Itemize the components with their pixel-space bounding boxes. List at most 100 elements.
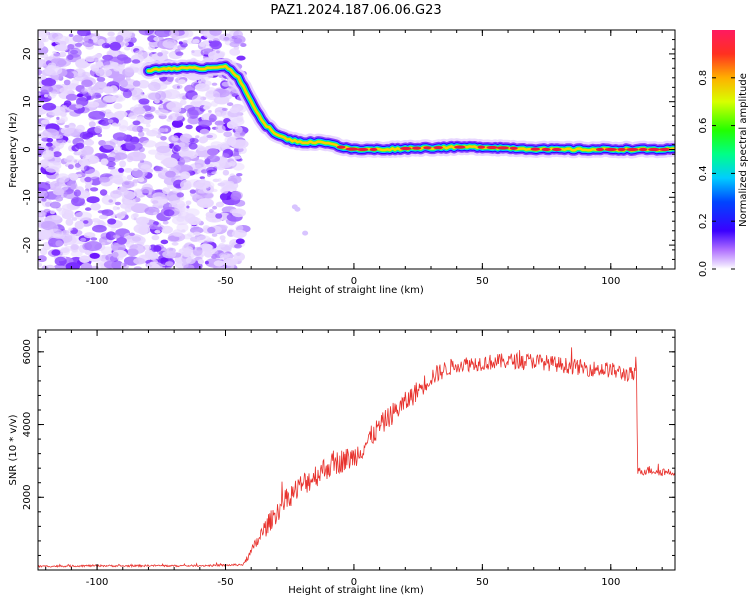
noise-blob bbox=[109, 85, 118, 94]
noise-blob bbox=[171, 241, 179, 246]
noise-blob bbox=[38, 75, 47, 80]
noise-blob bbox=[95, 68, 113, 78]
noise-blob bbox=[131, 168, 148, 178]
noise-blob bbox=[82, 40, 95, 48]
noise-blob bbox=[211, 171, 218, 175]
noise-blob bbox=[113, 67, 121, 72]
ridge-band-5 bbox=[147, 64, 675, 152]
noise-blob bbox=[212, 248, 217, 253]
noise-blob bbox=[213, 260, 225, 267]
noise-blob bbox=[215, 213, 223, 219]
noise-blob bbox=[215, 111, 221, 117]
noise-blob bbox=[233, 37, 243, 44]
noise-blob bbox=[180, 146, 189, 152]
noise-blob bbox=[90, 187, 99, 192]
noise-blob bbox=[107, 31, 115, 37]
ridge-peak bbox=[369, 147, 378, 152]
noise-blob bbox=[229, 107, 240, 114]
noise-blob bbox=[162, 39, 178, 49]
noise-blob bbox=[120, 211, 128, 217]
noise-blob bbox=[102, 140, 116, 150]
colorbar-ticks: 0.0 0.2 0.4 0.6 0.8 bbox=[698, 70, 735, 277]
noise-blob bbox=[83, 165, 90, 171]
noise-blob bbox=[126, 174, 133, 181]
noise-blob bbox=[138, 98, 150, 105]
ridge-peak bbox=[454, 145, 466, 149]
noise-blob bbox=[199, 128, 210, 135]
noise-blob bbox=[39, 53, 49, 59]
noise-blob bbox=[101, 42, 111, 49]
noise-blob bbox=[48, 111, 53, 116]
noise-blob bbox=[235, 224, 244, 232]
noise-blob bbox=[136, 221, 142, 227]
noise-blob bbox=[88, 155, 100, 164]
noise-blob bbox=[58, 207, 67, 216]
noise-blob bbox=[78, 158, 89, 166]
noise-blob bbox=[178, 142, 186, 148]
noise-blob bbox=[59, 112, 67, 117]
noise-blob bbox=[105, 111, 115, 119]
noise-blob bbox=[172, 84, 183, 90]
noise-blob bbox=[44, 65, 63, 76]
noise-blob bbox=[54, 35, 70, 46]
noise-blob bbox=[102, 95, 117, 103]
noise-blob bbox=[210, 113, 215, 119]
noise-blob bbox=[143, 113, 155, 120]
noise-blob bbox=[100, 158, 109, 166]
noise-blob bbox=[65, 93, 78, 101]
noise-blob bbox=[176, 192, 184, 198]
noise-blob bbox=[220, 141, 230, 148]
noise-blob bbox=[176, 216, 185, 222]
noise-blob bbox=[55, 196, 64, 202]
x-tick-label: -100 bbox=[86, 276, 109, 287]
noise-blob bbox=[221, 107, 228, 111]
noise-blob bbox=[189, 189, 196, 194]
noise-blob bbox=[55, 240, 64, 247]
noise-blob bbox=[161, 225, 174, 234]
noise-blob bbox=[127, 151, 146, 162]
noise-blob bbox=[75, 104, 83, 109]
noise-blob bbox=[80, 237, 87, 242]
spectrogram-y-label: Frequency (Hz) bbox=[8, 112, 19, 188]
noise-blob bbox=[172, 229, 183, 238]
noise-blob bbox=[169, 112, 184, 122]
noise-blob bbox=[38, 255, 47, 263]
noise-blob bbox=[98, 214, 108, 220]
noise-blob bbox=[219, 33, 233, 42]
noise-blob bbox=[225, 87, 237, 94]
noise-blob bbox=[151, 127, 160, 134]
noise-blob bbox=[84, 139, 95, 146]
noise-blob bbox=[234, 130, 246, 138]
noise-blob bbox=[137, 79, 150, 89]
noise-blob bbox=[166, 101, 182, 111]
noise-blob bbox=[155, 90, 167, 101]
noise-blob bbox=[145, 123, 151, 128]
noise-blob bbox=[230, 139, 249, 149]
noise-blob bbox=[195, 83, 210, 92]
noise-blob bbox=[74, 211, 92, 221]
noise-blob bbox=[70, 250, 83, 257]
noise-blob bbox=[95, 60, 104, 68]
noise-blob bbox=[112, 152, 128, 160]
noise-blob bbox=[186, 205, 190, 209]
noise-blob bbox=[154, 30, 172, 38]
noise-blob bbox=[47, 62, 57, 69]
noise-blob bbox=[52, 151, 62, 158]
noise-blob bbox=[40, 220, 57, 231]
ridge-peak bbox=[551, 147, 562, 152]
noise-blob bbox=[86, 196, 100, 204]
noise-blob bbox=[76, 174, 82, 178]
noise-blob bbox=[294, 206, 301, 212]
snr-y-label: SNR (10 * v/v) bbox=[8, 414, 19, 485]
noise-blob bbox=[175, 94, 183, 99]
noise-blob bbox=[198, 80, 202, 84]
spectrogram-noise bbox=[38, 30, 309, 269]
noise-blob bbox=[165, 261, 174, 267]
noise-blob bbox=[195, 135, 200, 139]
ridge-peak bbox=[617, 147, 626, 152]
noise-blob bbox=[218, 243, 226, 248]
ridge-peak bbox=[423, 146, 432, 150]
noise-blob bbox=[198, 119, 213, 127]
noise-blob bbox=[125, 76, 131, 81]
